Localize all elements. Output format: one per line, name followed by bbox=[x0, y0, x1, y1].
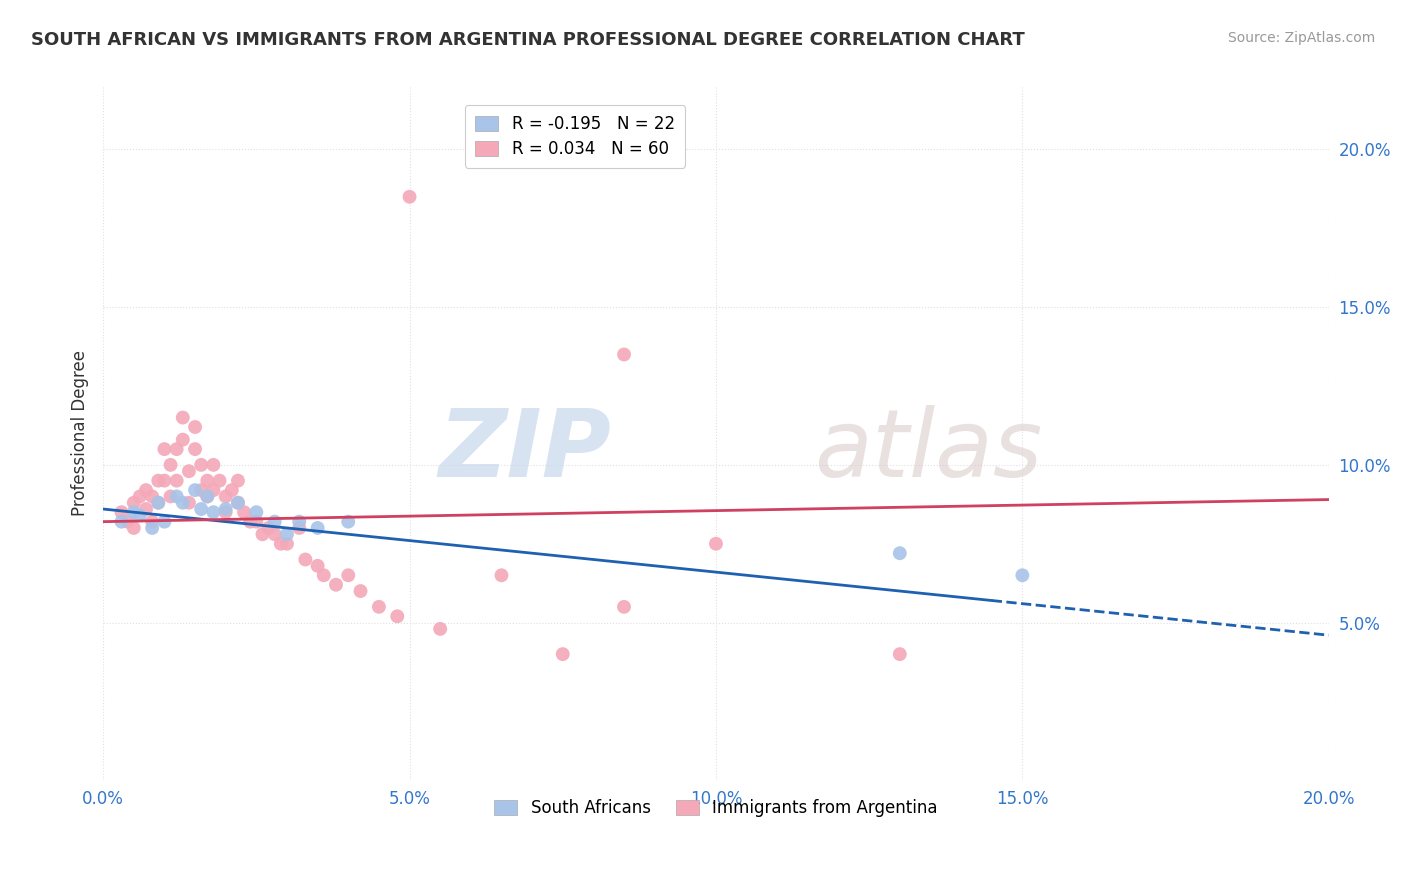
Point bbox=[398, 190, 420, 204]
Point bbox=[337, 568, 360, 582]
Point bbox=[221, 483, 243, 497]
Point bbox=[184, 483, 207, 497]
Point bbox=[704, 537, 727, 551]
Text: ZIP: ZIP bbox=[439, 405, 612, 497]
Point bbox=[245, 505, 267, 519]
Point bbox=[208, 474, 231, 488]
Point bbox=[226, 496, 249, 510]
Point bbox=[153, 515, 176, 529]
Point bbox=[129, 490, 152, 504]
Point bbox=[307, 521, 329, 535]
Point bbox=[190, 483, 212, 497]
Point bbox=[202, 458, 225, 472]
Point bbox=[429, 622, 451, 636]
Point bbox=[166, 474, 188, 488]
Point bbox=[288, 521, 311, 535]
Point bbox=[613, 599, 636, 614]
Point bbox=[233, 505, 256, 519]
Point bbox=[270, 537, 292, 551]
Point bbox=[148, 474, 170, 488]
Point bbox=[226, 496, 249, 510]
Point bbox=[349, 584, 371, 599]
Point bbox=[184, 420, 207, 434]
Point bbox=[387, 609, 409, 624]
Point bbox=[141, 490, 163, 504]
Point bbox=[239, 515, 262, 529]
Y-axis label: Professional Degree: Professional Degree bbox=[72, 351, 89, 516]
Point bbox=[195, 474, 218, 488]
Point bbox=[245, 515, 267, 529]
Point bbox=[307, 558, 329, 573]
Point bbox=[1011, 568, 1033, 582]
Point bbox=[110, 515, 132, 529]
Point bbox=[294, 552, 316, 566]
Point bbox=[166, 442, 188, 456]
Point bbox=[172, 433, 194, 447]
Point bbox=[276, 537, 298, 551]
Text: Source: ZipAtlas.com: Source: ZipAtlas.com bbox=[1227, 31, 1375, 45]
Point bbox=[122, 505, 145, 519]
Point bbox=[166, 490, 188, 504]
Point bbox=[257, 521, 280, 535]
Point bbox=[135, 483, 157, 497]
Text: SOUTH AFRICAN VS IMMIGRANTS FROM ARGENTINA PROFESSIONAL DEGREE CORRELATION CHART: SOUTH AFRICAN VS IMMIGRANTS FROM ARGENTI… bbox=[31, 31, 1025, 49]
Point bbox=[172, 410, 194, 425]
Point bbox=[153, 442, 176, 456]
Point bbox=[148, 496, 170, 510]
Point bbox=[135, 502, 157, 516]
Point bbox=[177, 496, 200, 510]
Point bbox=[195, 490, 218, 504]
Point bbox=[215, 490, 238, 504]
Point bbox=[195, 490, 218, 504]
Point bbox=[312, 568, 335, 582]
Point bbox=[226, 474, 249, 488]
Point bbox=[129, 508, 152, 523]
Point bbox=[288, 515, 311, 529]
Point bbox=[252, 527, 274, 541]
Point bbox=[177, 464, 200, 478]
Point bbox=[153, 474, 176, 488]
Point bbox=[491, 568, 513, 582]
Point bbox=[263, 527, 285, 541]
Point bbox=[141, 521, 163, 535]
Point bbox=[148, 496, 170, 510]
Point bbox=[122, 521, 145, 535]
Point bbox=[551, 647, 574, 661]
Point bbox=[159, 490, 181, 504]
Point bbox=[215, 505, 238, 519]
Point bbox=[110, 505, 132, 519]
Point bbox=[263, 515, 285, 529]
Point bbox=[117, 515, 139, 529]
Point bbox=[190, 458, 212, 472]
Point bbox=[889, 647, 911, 661]
Point bbox=[122, 496, 145, 510]
Legend: South Africans, Immigrants from Argentina: South Africans, Immigrants from Argentin… bbox=[488, 793, 945, 824]
Point bbox=[367, 599, 389, 614]
Point bbox=[276, 527, 298, 541]
Point bbox=[141, 515, 163, 529]
Point bbox=[202, 505, 225, 519]
Text: atlas: atlas bbox=[814, 405, 1042, 496]
Point bbox=[159, 458, 181, 472]
Point bbox=[325, 578, 347, 592]
Point bbox=[215, 502, 238, 516]
Point bbox=[190, 502, 212, 516]
Point bbox=[172, 496, 194, 510]
Point bbox=[184, 442, 207, 456]
Point bbox=[889, 546, 911, 560]
Point bbox=[337, 515, 360, 529]
Point bbox=[202, 483, 225, 497]
Point bbox=[613, 347, 636, 361]
